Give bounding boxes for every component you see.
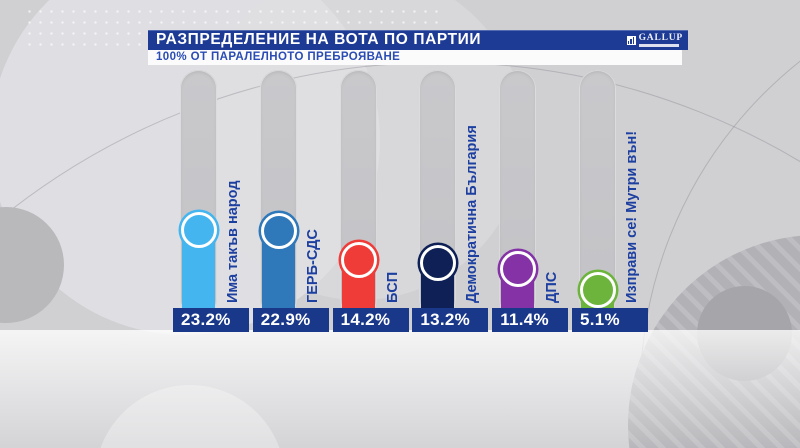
- bar-dot: [580, 272, 616, 308]
- chart-title: РАЗПРЕДЕЛЕНИЕ НА ВОТА ПО ПАРТИИ: [156, 31, 482, 48]
- party-column: БСП 14.2%: [332, 70, 411, 332]
- value-box: 23.2%: [173, 308, 249, 332]
- value-box: 11.4%: [492, 308, 569, 332]
- subtitle-bar: 100% ОТ ПАРАЛЕЛНОТО ПРЕБРОЯВАНЕ: [148, 50, 682, 65]
- value-box: 5.1%: [572, 308, 648, 332]
- title-bar: РАЗПРЕДЕЛЕНИЕ НА ВОТА ПО ПАРТИИ GALLUP: [148, 30, 688, 50]
- gallup-logo: GALLUP: [626, 32, 688, 47]
- party-name-label: ДПС: [544, 271, 561, 303]
- value-box: 14.2%: [332, 308, 409, 332]
- chart-subtitle: 100% ОТ ПАРАЛЕЛНОТО ПРЕБРОЯВАНЕ: [156, 51, 401, 63]
- party-name-label: ГЕРБ-СДС: [304, 229, 321, 303]
- floor-band-decoration: [0, 330, 800, 448]
- bar-dot: [420, 245, 457, 281]
- party-column: Има такъв народ 23.2%: [173, 70, 251, 332]
- gallup-logo-icon: [626, 35, 636, 45]
- party-name-label: Демократична България: [464, 125, 481, 303]
- party-column: ГЕРБ-СДС 22.9%: [252, 70, 331, 332]
- bar-dot: [260, 213, 297, 249]
- bar-dot: [181, 212, 217, 248]
- party-name-label: Изправи се! Мутри вън!: [624, 130, 640, 303]
- bar-dot: [340, 242, 377, 278]
- party-column: ДПС 11.4%: [492, 70, 570, 332]
- bar-chart: Има такъв народ 23.2% ГЕРБ-СДС 22.9% БСП 14.2…: [173, 70, 663, 332]
- party-column: Демократична България 13.2%: [412, 70, 490, 332]
- bar-dot: [500, 251, 537, 287]
- gallup-brand-rule: [638, 44, 679, 47]
- party-name-label: БСП: [384, 271, 401, 303]
- party-column: Изправи се! Мутри вън! 5.1%: [572, 70, 650, 332]
- party-name-label: Има такъв народ: [225, 180, 241, 303]
- value-box: 22.9%: [252, 308, 329, 332]
- gallup-brand-name: GALLUP: [638, 32, 683, 43]
- value-box: 13.2%: [412, 308, 489, 332]
